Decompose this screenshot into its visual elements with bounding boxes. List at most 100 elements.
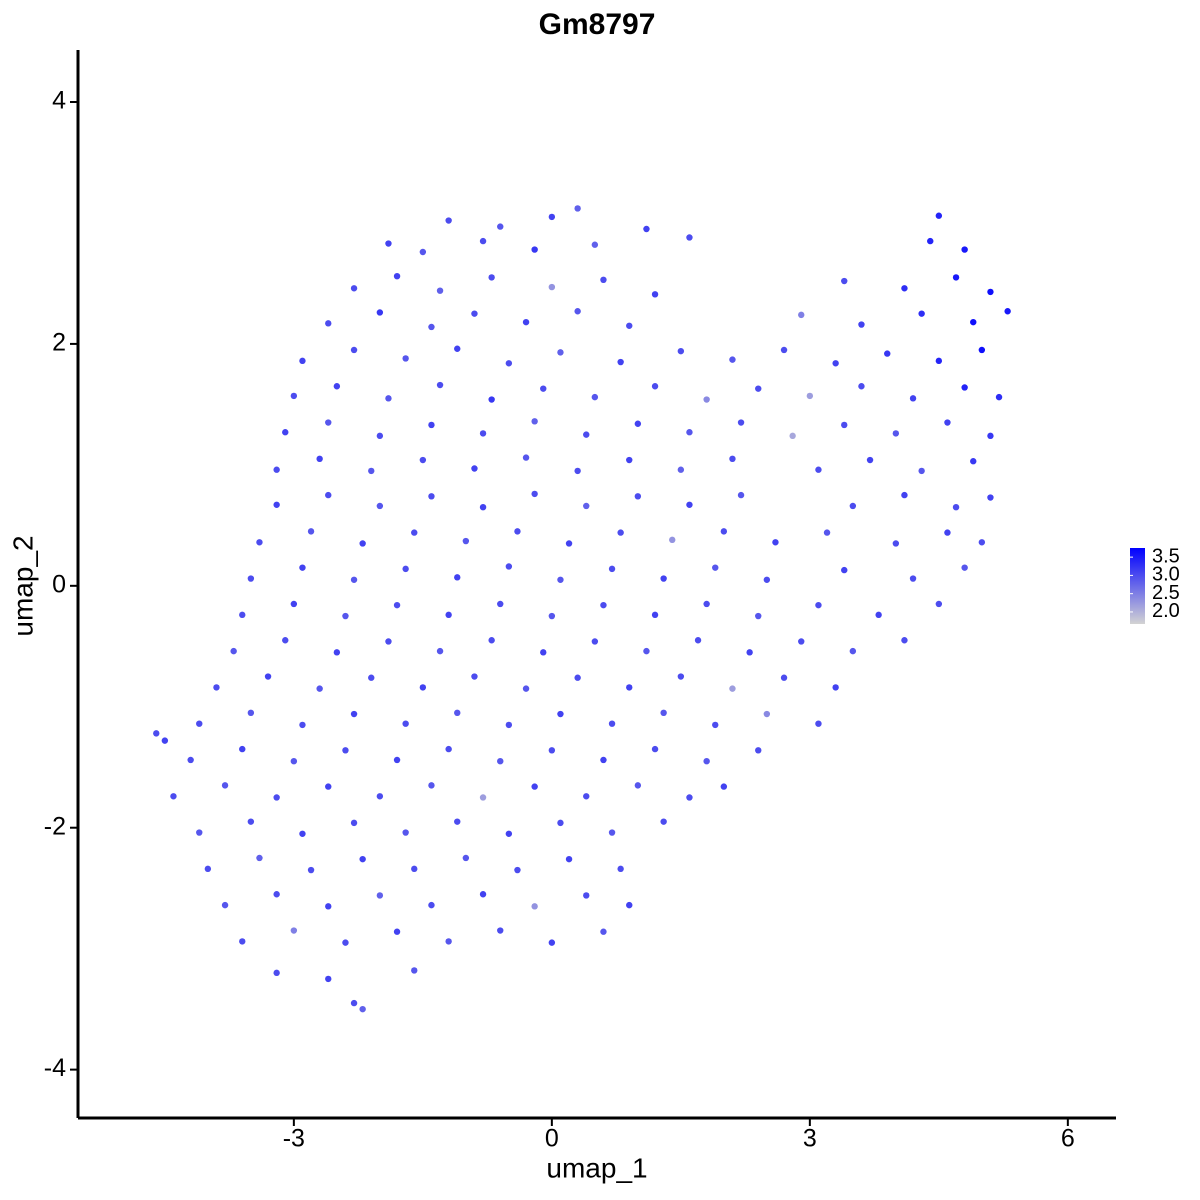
cell-point bbox=[574, 308, 581, 315]
cell-point bbox=[350, 819, 358, 827]
cell-point bbox=[290, 757, 298, 765]
cell-point bbox=[600, 276, 607, 284]
cell-point bbox=[901, 491, 908, 499]
cell-point bbox=[247, 575, 255, 582]
cell-point bbox=[660, 575, 667, 582]
cell-point bbox=[471, 673, 478, 680]
cell-point bbox=[841, 566, 848, 574]
x-axis-label: umap_1 bbox=[546, 1152, 647, 1183]
cell-point bbox=[987, 432, 994, 440]
cell-point bbox=[307, 866, 315, 874]
cell-point bbox=[694, 637, 702, 644]
cell-point bbox=[548, 213, 556, 221]
cell-point bbox=[909, 395, 917, 402]
cell-point bbox=[583, 502, 590, 510]
cell-point bbox=[918, 467, 925, 475]
cell-point bbox=[376, 309, 384, 316]
cell-point bbox=[393, 756, 401, 764]
cell-point bbox=[445, 217, 452, 224]
cell-point bbox=[729, 356, 736, 363]
cell-point bbox=[359, 1005, 366, 1013]
cell-point bbox=[488, 274, 495, 281]
cell-point bbox=[944, 529, 951, 536]
cell-point bbox=[763, 576, 771, 583]
cell-point bbox=[428, 782, 435, 789]
cell-point bbox=[342, 612, 349, 620]
cell-point bbox=[901, 637, 908, 644]
cell-point bbox=[772, 539, 779, 546]
cell-point bbox=[686, 794, 693, 801]
cell-point bbox=[798, 638, 805, 645]
cell-point bbox=[952, 503, 960, 511]
cell-point bbox=[445, 611, 452, 619]
cell-point bbox=[299, 830, 306, 837]
cell-point bbox=[368, 467, 375, 475]
cell-point bbox=[763, 710, 771, 718]
cell-point bbox=[282, 637, 289, 644]
cell-point bbox=[970, 458, 977, 465]
cell-point bbox=[531, 246, 538, 253]
cell-point bbox=[333, 649, 341, 656]
cell-point bbox=[789, 432, 796, 440]
cell-point bbox=[454, 818, 461, 825]
cell-point bbox=[273, 794, 280, 801]
cell-point bbox=[677, 347, 685, 355]
cell-point bbox=[832, 684, 839, 691]
cell-point bbox=[462, 537, 470, 545]
cell-point bbox=[204, 865, 212, 873]
cell-point bbox=[557, 710, 564, 718]
cell-point bbox=[522, 318, 530, 326]
cell-point bbox=[376, 432, 384, 440]
cell-point bbox=[471, 310, 478, 317]
cell-point bbox=[325, 783, 332, 790]
cell-point bbox=[505, 360, 513, 367]
cell-point bbox=[909, 575, 917, 582]
cell-point bbox=[634, 493, 642, 500]
cell-point bbox=[471, 465, 478, 472]
cell-point bbox=[651, 745, 659, 753]
cell-point bbox=[436, 647, 444, 655]
cell-point bbox=[548, 612, 556, 620]
cell-point bbox=[626, 684, 633, 691]
cell-point bbox=[325, 419, 332, 426]
cell-point bbox=[815, 601, 822, 609]
cell-point bbox=[454, 709, 461, 717]
cell-point bbox=[686, 501, 693, 508]
cell-point bbox=[196, 829, 203, 836]
cell-point bbox=[970, 318, 977, 326]
cell-point bbox=[325, 903, 332, 910]
cell-point bbox=[686, 429, 693, 436]
cell-point bbox=[522, 454, 530, 461]
cell-point bbox=[230, 647, 237, 655]
cell-point bbox=[273, 969, 280, 977]
y-tick-label: 0 bbox=[52, 570, 66, 598]
x-tick-label: -3 bbox=[283, 1125, 305, 1153]
cell-point bbox=[436, 381, 444, 389]
cell-point bbox=[411, 967, 418, 974]
cell-point bbox=[531, 783, 538, 790]
cell-point bbox=[376, 502, 384, 510]
cell-point bbox=[436, 287, 444, 294]
cell-point bbox=[600, 756, 607, 764]
cell-point bbox=[402, 829, 409, 836]
colorbar-tick-label: 2.0 bbox=[1152, 600, 1180, 622]
cell-point bbox=[221, 901, 229, 909]
x-tick-label: 6 bbox=[1061, 1125, 1075, 1153]
cell-point bbox=[497, 223, 504, 230]
cell-point bbox=[634, 782, 642, 789]
cell-point bbox=[643, 225, 650, 233]
cell-point bbox=[221, 782, 229, 789]
cell-point bbox=[737, 491, 745, 499]
y-tick-label: 4 bbox=[52, 87, 66, 115]
cell-point bbox=[488, 396, 495, 403]
cell-point bbox=[703, 600, 710, 608]
cell-point bbox=[617, 529, 624, 536]
cell-point bbox=[385, 395, 392, 402]
cell-point bbox=[247, 818, 255, 825]
cell-point bbox=[995, 393, 1003, 401]
cell-point bbox=[608, 565, 616, 573]
cell-point bbox=[299, 721, 306, 729]
cell-point bbox=[557, 576, 564, 583]
